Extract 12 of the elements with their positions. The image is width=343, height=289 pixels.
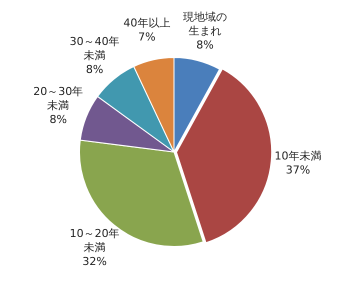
slice-label: 40年以上 xyxy=(123,16,170,30)
data-label: 8% xyxy=(196,38,214,52)
data-label: 7% xyxy=(138,30,156,44)
data-label: 8% xyxy=(50,113,67,126)
slice-label: 10年未満 xyxy=(274,150,322,163)
data-label: 37% xyxy=(286,164,310,177)
data-label: 32% xyxy=(82,254,107,268)
slice-label: 20～30年未満 xyxy=(33,85,84,112)
slice-label: 現地域の生まれ xyxy=(182,10,227,38)
data-label: 8% xyxy=(86,62,104,76)
slice-label: 30～40年未満 xyxy=(70,34,120,62)
slice-label: 10～20年未満 xyxy=(70,226,120,254)
